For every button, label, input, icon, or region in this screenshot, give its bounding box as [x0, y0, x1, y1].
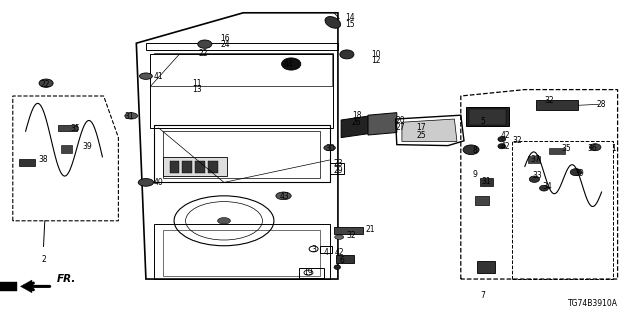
- Text: 24: 24: [220, 40, 230, 49]
- Text: 11: 11: [193, 79, 202, 88]
- Text: 9: 9: [472, 170, 477, 179]
- Ellipse shape: [570, 169, 582, 176]
- Bar: [58, 125, 77, 131]
- Text: 29: 29: [333, 166, 343, 175]
- Text: 19: 19: [303, 268, 314, 277]
- Polygon shape: [368, 113, 397, 135]
- Ellipse shape: [498, 137, 506, 142]
- Text: 7: 7: [481, 291, 486, 300]
- Bar: [475, 196, 489, 205]
- Polygon shape: [163, 157, 227, 176]
- Text: 5: 5: [481, 117, 486, 126]
- Ellipse shape: [540, 185, 548, 191]
- Text: 10: 10: [371, 50, 381, 59]
- Bar: [334, 227, 363, 234]
- Ellipse shape: [498, 144, 506, 149]
- Text: 39: 39: [574, 169, 584, 178]
- Text: 40: 40: [154, 178, 164, 187]
- Text: 26: 26: [351, 118, 362, 127]
- Bar: [61, 145, 72, 153]
- Bar: [208, 161, 218, 173]
- Text: 8: 8: [472, 146, 477, 155]
- Ellipse shape: [282, 58, 301, 70]
- Text: 31: 31: [124, 112, 134, 121]
- Text: 4: 4: [324, 248, 329, 257]
- Circle shape: [276, 192, 291, 200]
- Text: 28: 28: [597, 100, 606, 109]
- Bar: [182, 161, 192, 173]
- Ellipse shape: [340, 50, 354, 59]
- Text: 36: 36: [588, 144, 598, 153]
- Bar: [477, 261, 495, 273]
- Text: 1: 1: [611, 144, 616, 153]
- Text: FR.: FR.: [56, 274, 76, 284]
- Text: 18: 18: [352, 111, 361, 120]
- Text: 13: 13: [192, 85, 202, 94]
- Text: 38: 38: [38, 156, 49, 164]
- Ellipse shape: [39, 79, 53, 87]
- Ellipse shape: [334, 265, 340, 269]
- Text: 34: 34: [542, 182, 552, 191]
- Text: 20: 20: [396, 116, 406, 125]
- Text: 6: 6: [340, 256, 345, 265]
- Polygon shape: [402, 119, 457, 141]
- Text: 39: 39: [82, 142, 92, 151]
- Text: 31: 31: [481, 177, 492, 186]
- Text: 16: 16: [220, 34, 230, 43]
- Circle shape: [140, 73, 152, 79]
- Text: 3: 3: [311, 245, 316, 254]
- Bar: [336, 255, 354, 263]
- Circle shape: [125, 113, 138, 119]
- Bar: [466, 107, 509, 126]
- Text: 2: 2: [41, 255, 46, 264]
- Text: 14: 14: [345, 13, 355, 22]
- Text: 35: 35: [561, 144, 572, 153]
- Text: 32: 32: [544, 96, 554, 105]
- Text: 33: 33: [532, 171, 543, 180]
- Text: 30: 30: [325, 144, 335, 153]
- Text: 42: 42: [500, 142, 511, 151]
- Bar: [320, 246, 332, 253]
- Bar: [549, 148, 565, 154]
- Bar: [19, 159, 35, 166]
- Bar: [536, 100, 578, 110]
- Bar: [195, 161, 205, 173]
- Bar: [170, 161, 179, 173]
- Bar: [299, 268, 324, 278]
- Text: 23: 23: [333, 159, 343, 168]
- Text: 25: 25: [416, 131, 426, 140]
- Bar: [528, 156, 540, 163]
- Text: 21: 21: [365, 225, 374, 234]
- Text: 22: 22: [198, 49, 207, 58]
- Text: 37: 37: [530, 155, 540, 164]
- Text: 15: 15: [345, 20, 355, 29]
- Polygon shape: [20, 280, 32, 293]
- Text: 41: 41: [154, 72, 164, 81]
- Circle shape: [138, 179, 154, 186]
- Text: 32: 32: [346, 231, 356, 240]
- Polygon shape: [341, 116, 370, 138]
- Ellipse shape: [463, 145, 479, 155]
- Text: 17: 17: [416, 124, 426, 132]
- Ellipse shape: [198, 40, 212, 48]
- Circle shape: [324, 145, 335, 151]
- Text: 35: 35: [70, 124, 81, 133]
- Ellipse shape: [589, 144, 601, 151]
- Ellipse shape: [325, 17, 340, 28]
- Text: 12: 12: [372, 56, 381, 65]
- Bar: [469, 109, 506, 125]
- Text: 43: 43: [280, 192, 290, 201]
- Text: TG74B3910A: TG74B3910A: [568, 299, 618, 308]
- Text: 32: 32: [512, 136, 522, 145]
- Circle shape: [218, 218, 230, 224]
- Text: 44: 44: [283, 60, 293, 69]
- Text: 42: 42: [500, 131, 511, 140]
- Bar: [480, 178, 493, 186]
- Ellipse shape: [529, 176, 540, 182]
- Polygon shape: [0, 282, 17, 291]
- Circle shape: [335, 235, 344, 239]
- Text: 22: 22: [40, 80, 49, 89]
- Text: 42: 42: [334, 248, 344, 257]
- Text: 27: 27: [396, 123, 406, 132]
